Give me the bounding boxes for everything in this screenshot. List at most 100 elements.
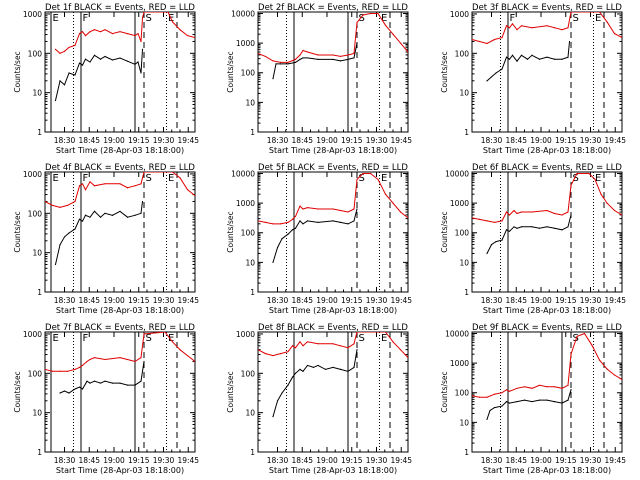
x-tick-label: 18:30 [267, 136, 289, 145]
data-point-lld [505, 389, 508, 391]
data-point-lld [553, 212, 556, 215]
data-point-lld [621, 214, 622, 216]
data-point-lld [621, 36, 622, 39]
data-point-events [317, 221, 319, 223]
x-axis-label: Start Time (28-Apr-03 18:18:00) [483, 466, 611, 475]
x-tick-label: 19:00 [316, 136, 338, 145]
data-point-events [531, 401, 533, 403]
data-point-events [546, 226, 548, 228]
data-point-lld [59, 206, 61, 209]
data-point-events [272, 78, 274, 80]
data-point-events [347, 58, 349, 61]
x-tick-label: 19:00 [530, 136, 552, 145]
data-point-lld [486, 396, 488, 398]
data-point-lld [576, 335, 578, 338]
data-point-lld [279, 223, 282, 225]
data-point-lld [81, 364, 84, 367]
data-point-lld [66, 204, 69, 207]
x-tick-label: 18:30 [481, 296, 503, 305]
y-axis-label: Counts/sec [13, 211, 22, 252]
x-axis-label: Start Time (28-Apr-03 18:18:00) [56, 306, 184, 315]
x-axis-label: Start Time (28-Apr-03 18:18:00) [269, 466, 397, 475]
chart-title: Det 5f BLACK = Events, RED = LLD [258, 163, 408, 173]
data-point-lld [606, 21, 608, 23]
data-point-lld [294, 215, 297, 218]
data-point-lld [561, 214, 563, 216]
y-tick-label: 1000 [23, 10, 42, 19]
data-point-events [141, 200, 144, 203]
data-point-lld [591, 344, 593, 346]
data-point-lld [570, 184, 572, 186]
data-point-events [104, 212, 106, 214]
y-tick-label: 1000 [236, 39, 255, 48]
data-point-events [63, 84, 66, 86]
data-point-events [508, 402, 511, 404]
data-point-events [93, 210, 96, 212]
data-point-lld [347, 211, 349, 213]
data-point-events [111, 382, 114, 384]
y-axis-label: Counts/sec [13, 371, 22, 412]
y-tick-label: 10000 [445, 169, 469, 178]
data-point-events [59, 80, 61, 82]
x-tick-label: 19:30 [580, 136, 602, 145]
data-point-lld [89, 358, 91, 361]
data-point-events [353, 57, 355, 59]
data-point-lld [194, 360, 195, 363]
y-tick-label: 10000 [445, 329, 469, 338]
y-tick-label: 1 [464, 448, 469, 457]
data-point-lld [287, 221, 289, 223]
data-point-lld [531, 211, 533, 213]
x-tick-label: 19:00 [530, 456, 552, 465]
series-group [472, 172, 622, 255]
data-point-lld [353, 343, 355, 345]
data-point-lld [258, 220, 259, 222]
y-tick-label: 1000 [236, 330, 255, 339]
data-point-lld [194, 36, 195, 39]
interval-marker-label: E [381, 13, 387, 24]
data-point-lld [78, 33, 81, 35]
x-tick-label: 18:30 [267, 456, 289, 465]
data-point-lld [317, 54, 319, 56]
data-point-lld [508, 214, 511, 216]
data-point-lld [553, 27, 556, 29]
data-point-lld [567, 27, 569, 29]
interval-marker-label: E [168, 333, 174, 344]
data-point-events [324, 368, 327, 370]
data-point-lld [538, 384, 541, 386]
chart-panel-3: Det 3f BLACK = Events, RED = LLD 1 10 100 10… [440, 3, 626, 155]
x-tick-label: 19:30 [366, 136, 388, 145]
data-point-lld [279, 61, 282, 63]
data-point-lld [299, 54, 301, 56]
y-axis-label: Counts/sec [226, 211, 235, 252]
data-point-events [490, 76, 493, 78]
data-point-lld [407, 356, 408, 359]
data-point-lld [272, 60, 274, 62]
data-point-lld [384, 193, 387, 195]
chart-title: Det 1f BLACK = Events, RED = LLD [45, 3, 195, 13]
data-point-events [81, 220, 84, 222]
data-point-lld [520, 25, 523, 27]
x-tick-label: 18:45 [505, 296, 527, 305]
y-tick-label: 10 [459, 418, 469, 427]
y-axis-label: Counts/sec [440, 371, 449, 412]
y-tick-label: 1 [37, 128, 42, 137]
data-point-lld [606, 202, 608, 204]
series-line-events [486, 389, 572, 420]
x-axis-label: Start Time (28-Apr-03 18:18:00) [56, 146, 184, 155]
data-point-lld [74, 44, 76, 47]
plot-frame [471, 331, 623, 453]
y-tick-label: 10 [32, 409, 42, 418]
data-point-events [99, 382, 102, 384]
data-point-events [287, 384, 289, 386]
data-point-events [302, 370, 304, 372]
data-point-lld [339, 209, 342, 212]
chart-title: Det 6f BLACK = Events, RED = LLD [472, 163, 622, 173]
data-point-lld [272, 355, 274, 357]
data-point-lld [294, 58, 297, 61]
data-point-lld [287, 351, 289, 353]
data-point-lld [111, 33, 114, 35]
x-axis-label: Start Time (28-Apr-03 18:18:00) [269, 146, 397, 155]
interval-marker-label: E [53, 13, 59, 24]
data-point-lld [143, 12, 145, 13]
data-point-lld [472, 395, 473, 397]
